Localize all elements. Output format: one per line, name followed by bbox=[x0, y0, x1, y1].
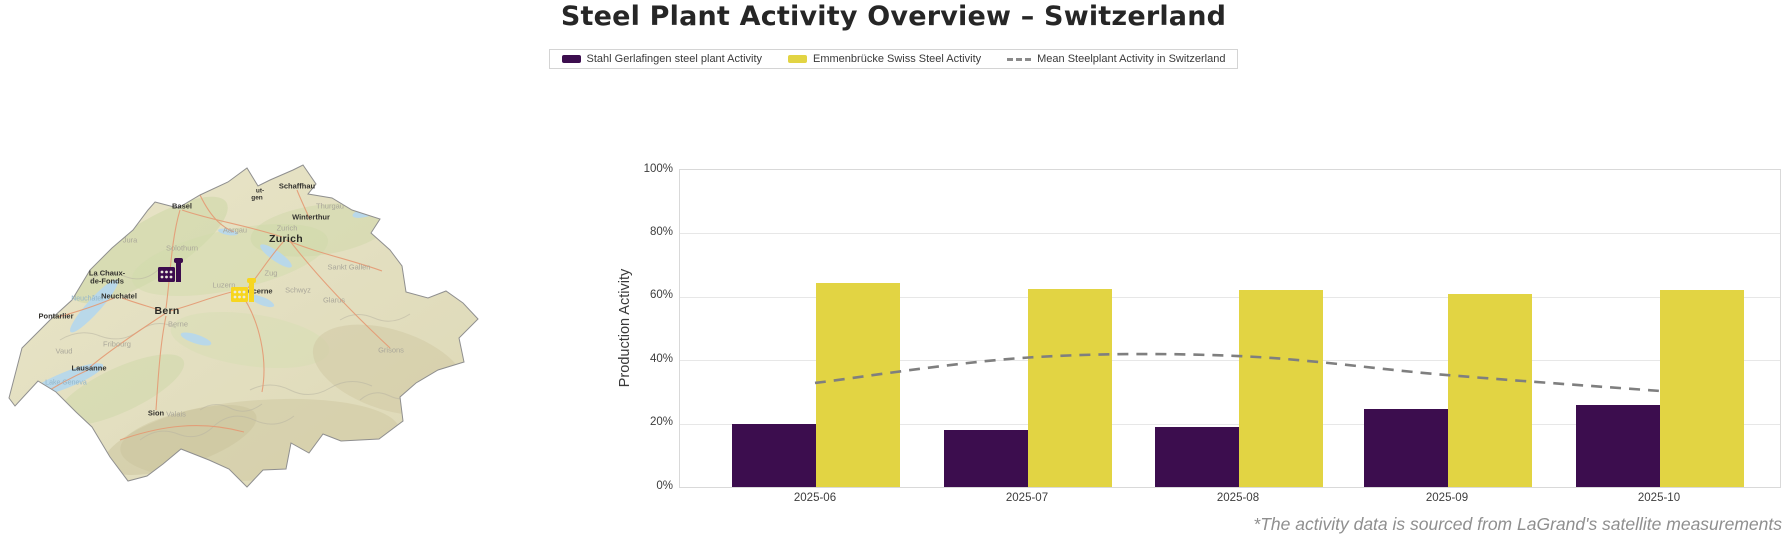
bar-emmenbruecke-2025-07 bbox=[1028, 288, 1112, 487]
legend-item-emmenbruecke[interactable]: Emmenbrücke Swiss Steel Activity bbox=[788, 53, 981, 65]
gerlafingen-swatch-icon bbox=[561, 55, 581, 63]
bar-gerlafingen-2025-06 bbox=[732, 423, 816, 487]
bar-emmenbruecke-2025-09 bbox=[1448, 293, 1532, 487]
gridline bbox=[680, 296, 1780, 298]
map-terrain bbox=[8, 164, 479, 488]
x-tick-label: 2025-06 bbox=[793, 492, 837, 504]
emmenbruecke-swatch-icon bbox=[788, 55, 808, 63]
bar-gerlafingen-2025-10 bbox=[1576, 404, 1660, 487]
y-tick-label: 40% bbox=[649, 352, 673, 365]
y-tick-label: 60% bbox=[649, 289, 673, 302]
chart-legend: Stahl Gerlafingen steel plant Activity E… bbox=[0, 49, 1787, 69]
bar-gerlafingen-2025-09 bbox=[1364, 409, 1448, 487]
bar-gerlafingen-2025-07 bbox=[944, 429, 1028, 487]
legend-label: Mean Steelplant Activity in Switzerland bbox=[1037, 53, 1226, 65]
bar-emmenbruecke-2025-06 bbox=[816, 282, 900, 487]
x-tick-label: 2025-07 bbox=[1005, 492, 1049, 504]
legend-label: Emmenbrücke Swiss Steel Activity bbox=[813, 53, 982, 65]
legend-box: Stahl Gerlafingen steel plant Activity E… bbox=[548, 49, 1239, 69]
switzerland-map-graphic bbox=[8, 164, 479, 488]
page-title: Steel Plant Activity Overview – Switzerl… bbox=[560, 1, 1227, 32]
mean-activity-line bbox=[814, 352, 1660, 393]
gridline bbox=[680, 423, 1780, 425]
x-tick-label: 2025-09 bbox=[1425, 492, 1469, 504]
bar-emmenbruecke-2025-10 bbox=[1660, 290, 1744, 487]
x-tick-label: 2025-08 bbox=[1216, 492, 1260, 504]
legend-label: Stahl Gerlafingen steel plant Activity bbox=[586, 53, 763, 65]
switzerland-map[interactable]: Basel Schaffhau ut-gen Thurgau Winterthur Zur… bbox=[0, 140, 480, 500]
data-source-footnote: *The activity data is sourced from LaGra… bbox=[1253, 514, 1782, 534]
y-tick-label: 20% bbox=[649, 416, 673, 429]
bar-emmenbruecke-2025-08 bbox=[1239, 290, 1323, 487]
plot-area bbox=[679, 169, 1781, 488]
legend-item-mean[interactable]: Mean Steelplant Activity in Switzerland bbox=[1007, 53, 1225, 65]
gridline bbox=[680, 360, 1780, 362]
y-axis-label: Production Activity bbox=[617, 268, 633, 388]
y-tick-label: 0% bbox=[656, 479, 673, 492]
gridline bbox=[680, 233, 1780, 235]
bar-gerlafingen-2025-08 bbox=[1155, 426, 1239, 487]
production-activity-chart[interactable]: Production Activity 0% 20% 40% 60% 80% 100% 2… bbox=[595, 140, 1787, 520]
x-tick-label: 2025-10 bbox=[1637, 492, 1681, 504]
legend-item-gerlafingen[interactable]: Stahl Gerlafingen steel plant Activity bbox=[561, 53, 763, 65]
y-tick-label: 80% bbox=[649, 225, 673, 238]
y-tick-label: 100% bbox=[643, 162, 673, 175]
mean-dashed-line-icon bbox=[1007, 57, 1032, 61]
